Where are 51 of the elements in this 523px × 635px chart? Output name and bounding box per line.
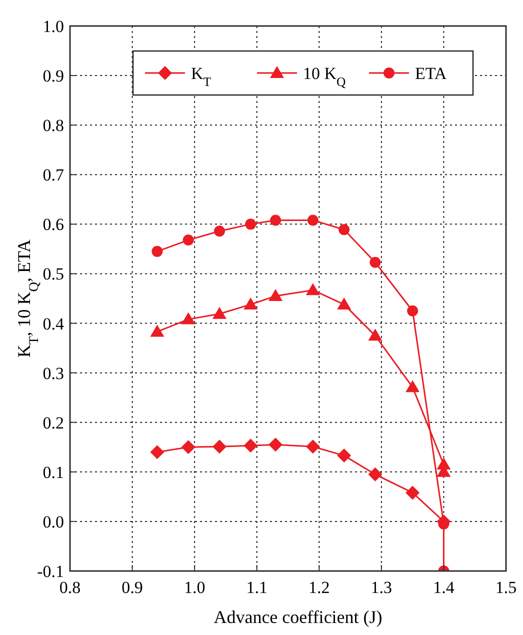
point — [244, 297, 258, 310]
point — [370, 256, 381, 268]
point — [181, 312, 196, 324]
x-tick-label: 1.1 — [246, 578, 268, 597]
y-tick-label: 0.0 — [42, 512, 64, 532]
point — [368, 467, 382, 482]
y-tick-label: 0.1 — [42, 462, 64, 482]
legend-label: 10 K$_{Q}$ — [303, 64, 346, 89]
point — [406, 380, 420, 392]
x-tick-label: 1.3 — [370, 578, 392, 597]
y-tick-label: 0.7 — [42, 166, 64, 185]
legend-label: K$_{T}$ — [191, 64, 212, 89]
x-tick-label: 1.2 — [308, 578, 330, 597]
point — [306, 440, 320, 454]
point — [337, 448, 352, 463]
point — [245, 218, 256, 230]
point — [268, 289, 283, 302]
point — [181, 440, 196, 454]
point — [152, 246, 163, 257]
x-tick-label: 1.5 — [495, 578, 517, 597]
y-tick-label: 0.6 — [42, 215, 64, 234]
point — [212, 440, 226, 454]
y-tick-label: -0.1 — [37, 562, 64, 581]
point — [270, 214, 282, 226]
x-tick-label: 1.4 — [433, 578, 455, 597]
y-tick-label: 0.8 — [42, 116, 64, 136]
y-tick-label: 1.0 — [42, 17, 64, 36]
point — [182, 234, 194, 246]
y-tick-label: 0.4 — [42, 314, 64, 334]
y-tick-label: 0.2 — [42, 413, 64, 432]
x-axis-title: Advance coefficient (J) — [214, 607, 382, 627]
point — [244, 438, 258, 453]
point — [307, 214, 318, 226]
point — [214, 226, 225, 237]
point — [407, 305, 418, 316]
point — [306, 283, 320, 296]
point — [337, 297, 352, 310]
point — [268, 438, 283, 452]
y-tick-label: 0.5 — [42, 264, 64, 284]
x-tick-label: 1.0 — [184, 578, 206, 597]
point — [150, 324, 164, 337]
y-tick-label: 0.9 — [42, 66, 64, 86]
x-tick-label: 0.8 — [59, 578, 81, 597]
x-tick-label: 0.9 — [122, 578, 143, 597]
point — [368, 328, 382, 341]
point — [212, 306, 226, 319]
point — [338, 224, 350, 236]
legend-label: ETA — [415, 64, 448, 83]
point — [406, 486, 420, 500]
point — [150, 445, 164, 460]
y-tick-label: 0.3 — [42, 364, 64, 383]
